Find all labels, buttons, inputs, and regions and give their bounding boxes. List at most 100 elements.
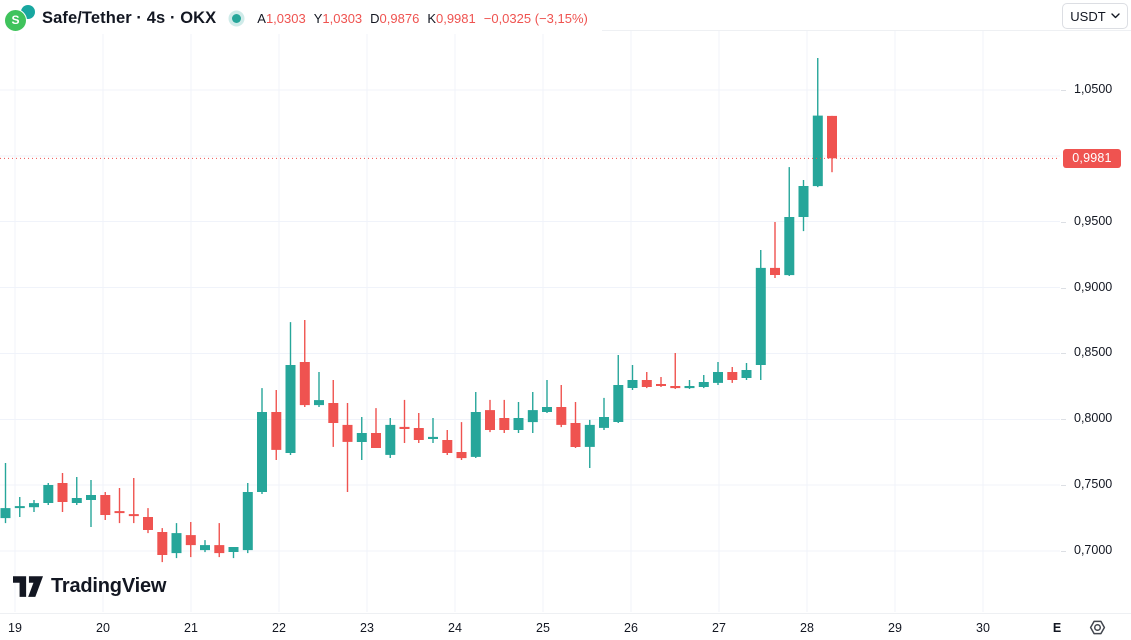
currency-dropdown-label: USDT [1070,8,1106,24]
candle-body [599,417,609,428]
candle-body [556,407,567,425]
open-label: A [257,10,266,26]
candle-body [371,433,381,448]
candle-body [812,115,823,187]
tradingview-logo[interactable]: TradingView [13,575,166,598]
candlestick-chart[interactable] [0,0,1060,612]
price-tick-label: 0,7000 [1074,542,1113,557]
close-label: K [427,10,436,26]
candle-body [656,384,666,386]
time-tick-label: 29 [888,621,902,635]
change-value: −0,0325 (−3,15%) [483,10,588,26]
price-tick-label: 0,8500 [1074,345,1113,360]
candle-body [741,370,752,378]
candle-body [713,372,723,383]
time-tick-label: 20 [96,621,110,635]
price-tick-label: 0,7500 [1074,477,1113,492]
candle-body [0,508,11,519]
candle-body [755,267,766,365]
candle-body [456,452,467,459]
tradingview-logo-icon [13,576,43,597]
candle-body [71,498,82,503]
candle-body [200,545,210,551]
time-tick-label: 24 [448,621,462,635]
price-tick [1061,419,1066,421]
candle-body [342,424,353,442]
candle-body [171,533,182,554]
currency-dropdown[interactable]: USDT [1062,3,1128,29]
candle-body [470,412,481,457]
candle-body [14,506,25,509]
time-tick-label: 30 [976,621,990,635]
candle-body [784,217,795,276]
candle-body [29,503,39,508]
time-axis[interactable]: E 19 20 21 22 23 24 25 26 27 28 29 30 [0,613,1131,640]
time-tick-label: 26 [624,621,638,635]
candle-body [328,403,339,423]
candle-body [413,428,424,440]
candle-body [698,382,709,387]
candle-body [513,418,524,430]
time-tick-label: 23 [360,621,374,635]
candle-body [684,386,695,389]
high-value: 1,0303 [322,10,363,26]
price-tick [1061,287,1066,289]
extended-hours-toggle[interactable]: E [1052,621,1062,635]
price-tick [1061,550,1066,552]
candle-body [257,412,267,492]
candle-body [143,517,153,530]
candle-body [228,547,239,552]
low-label: D [370,10,380,26]
price-tick [1061,90,1066,91]
open-value: 1,0303 [265,10,306,26]
high-label: Y [313,10,323,26]
candle-body [385,424,396,455]
time-tick-label: 25 [536,621,550,635]
time-tick-label: 22 [272,621,286,635]
symbol-title[interactable]: Safe/Tether · 4s · OKX [42,8,217,27]
symbol-logo: S [4,4,35,32]
candle-body [627,380,638,388]
candle-body [770,267,780,275]
low-value: 0,9876 [379,10,420,26]
candle-body [57,483,68,502]
candle-body [185,535,196,546]
candle-body [128,514,139,517]
gear-icon[interactable] [1089,619,1106,636]
candle-body [542,407,552,412]
price-tick-label: 0,9000 [1074,279,1113,294]
candle-body [727,372,738,380]
candle-body [499,418,510,430]
time-tick-label: 19 [8,621,22,635]
market-status-dot-icon[interactable] [232,13,242,23]
price-tick-label: 0,8000 [1074,411,1113,426]
candle-body [613,385,624,422]
time-tick-label: 28 [800,621,814,635]
price-tick [1061,221,1066,223]
candle-body [798,186,809,217]
candle-body [584,424,595,447]
candle-body [399,426,410,429]
price-axis[interactable]: 1,0500 0,9500 0,9000 0,8500 0,8000 0,7500 0,70… [1060,31,1131,612]
candle-body [314,400,324,406]
candle-body [527,410,538,423]
price-tick [1061,353,1066,355]
candle-body [356,433,367,442]
time-tick-label: 21 [184,621,198,635]
candle-body [641,380,652,387]
chart-legend: S Safe/Tether · 4s · OKX A1,0303 Y1,0303… [0,0,602,34]
candle-body [442,440,453,453]
candle-body [271,412,282,450]
candle-body [214,545,225,554]
candle-body [43,485,54,503]
candle-body [86,495,96,500]
close-value: 0,9981 [435,10,476,26]
safe-coin-icon: S [4,8,27,32]
candle-body [827,115,837,159]
candle-body [157,532,168,555]
candle-body [428,436,438,439]
chevron-down-icon [1110,13,1120,19]
price-tick [1061,485,1066,487]
candle-body [285,365,296,453]
time-tick-label: 27 [712,621,726,635]
